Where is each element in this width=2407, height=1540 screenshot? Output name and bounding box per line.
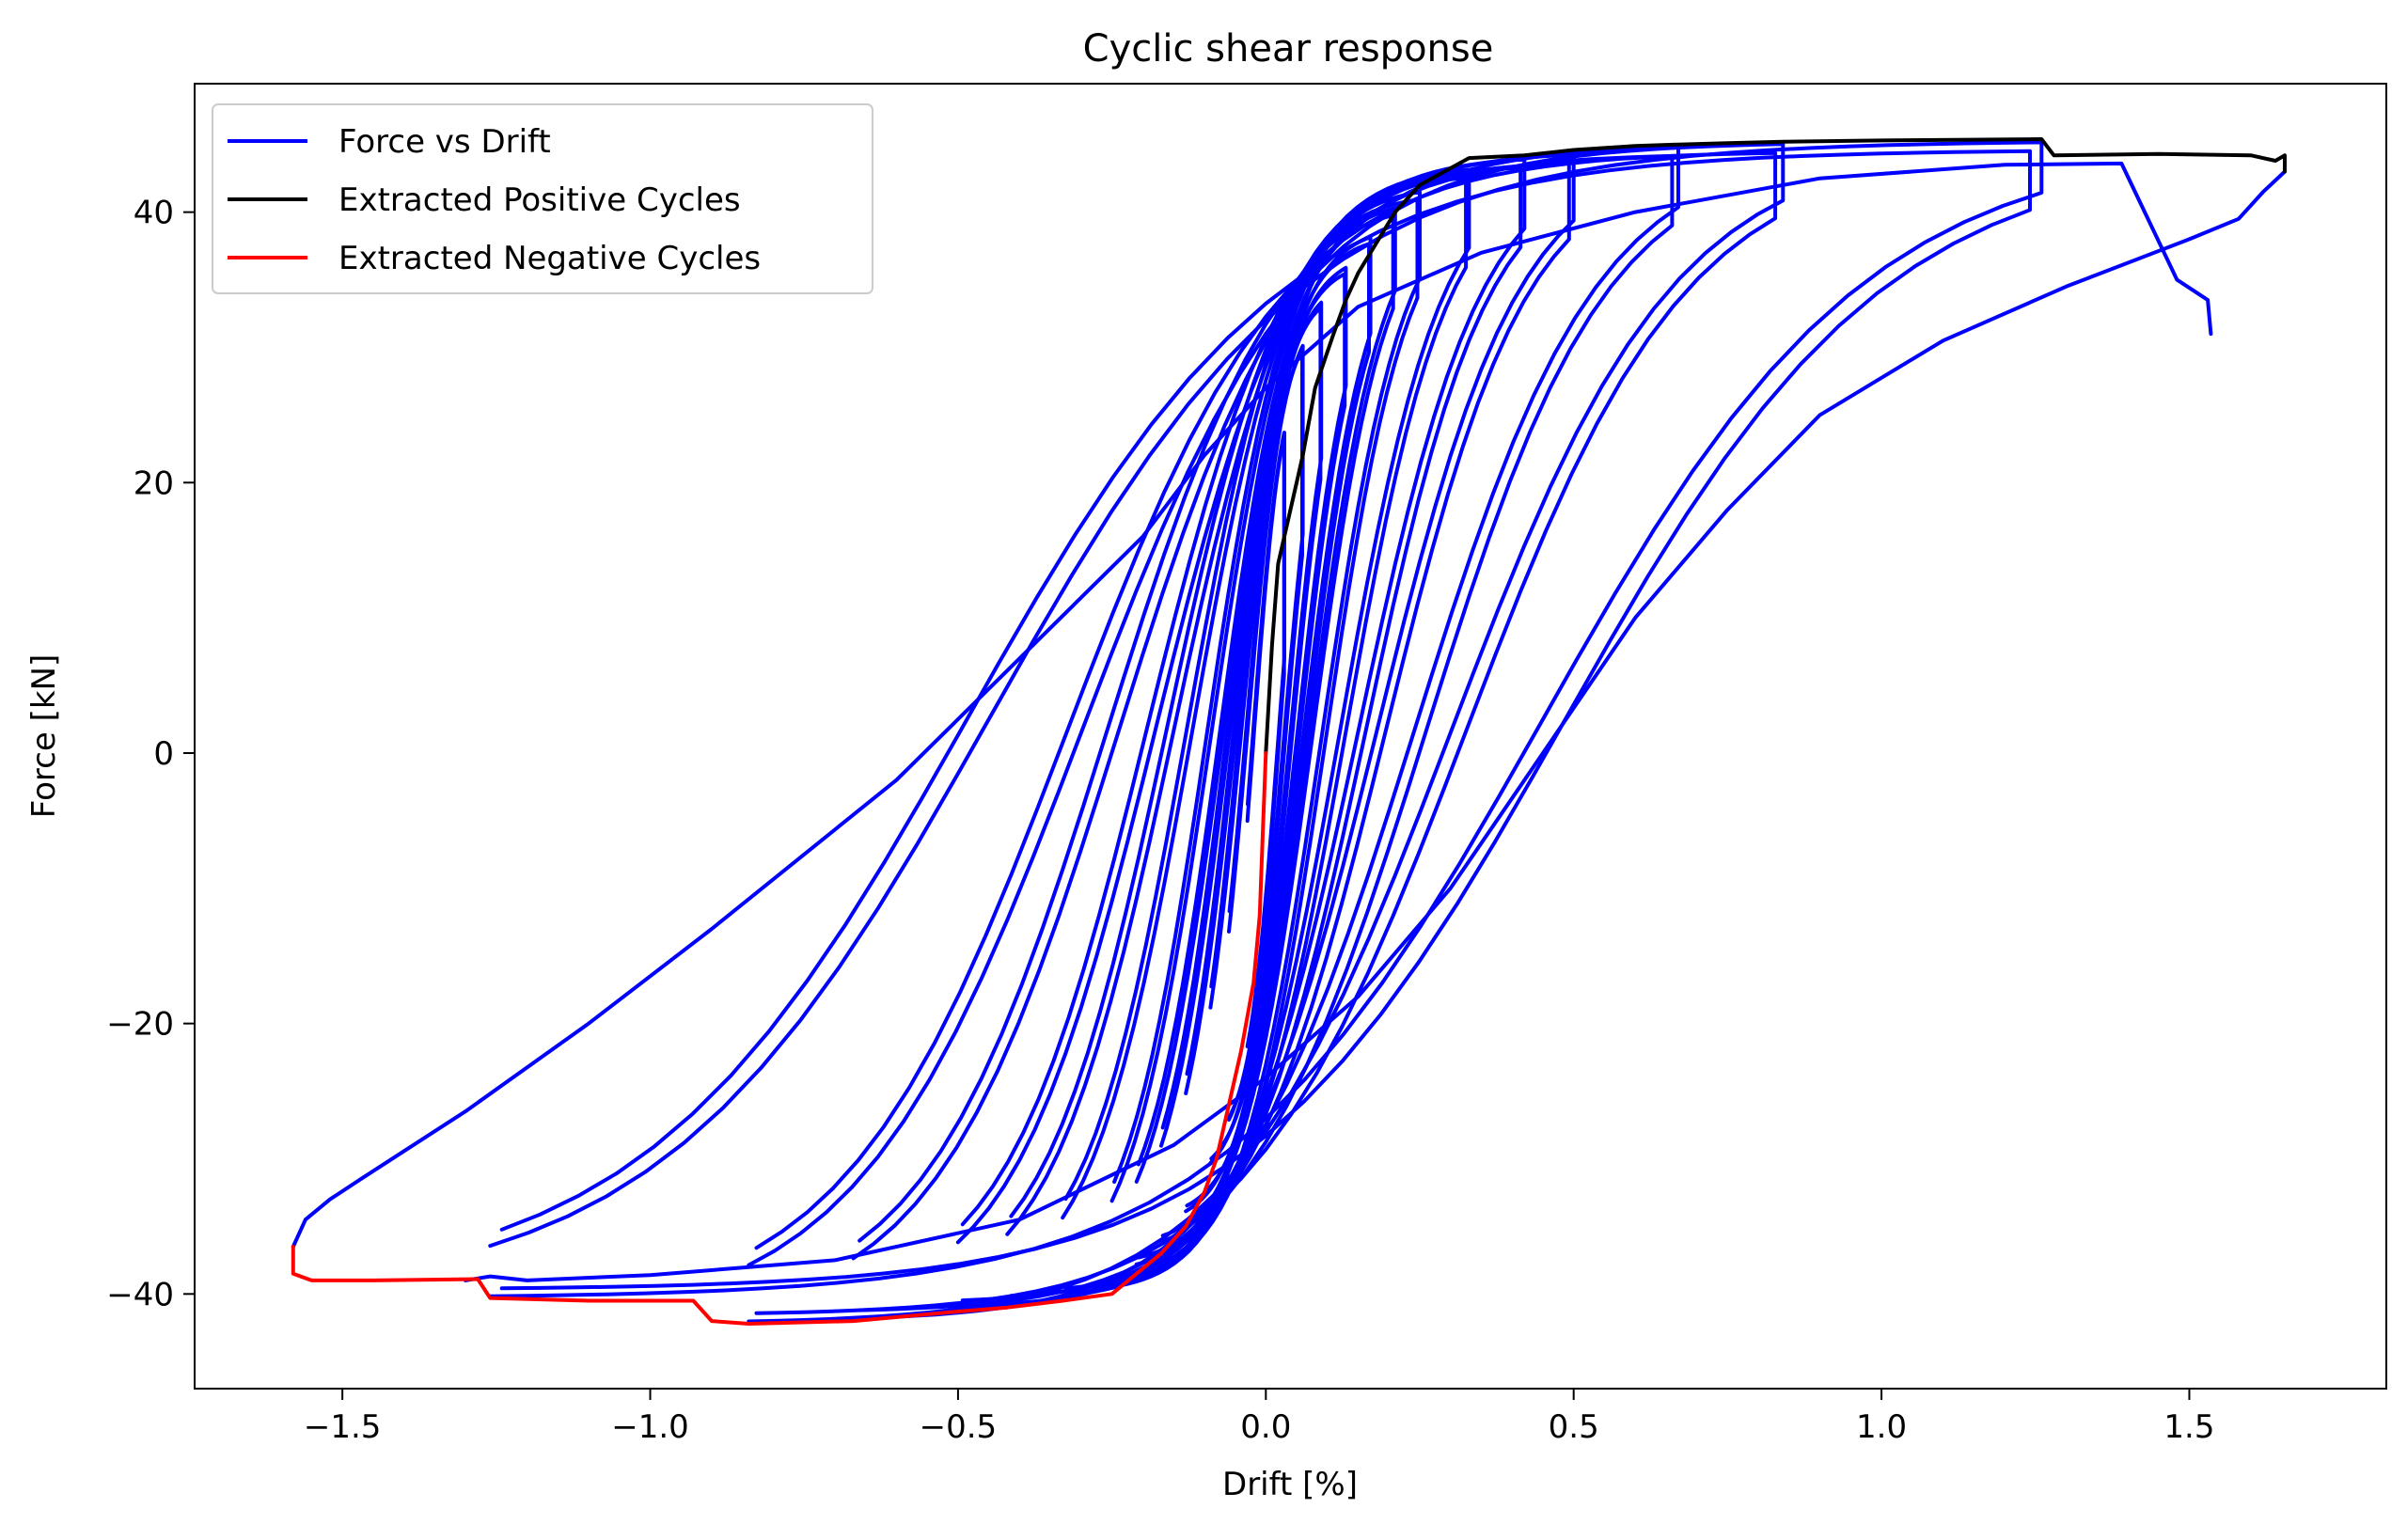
legend-label-positive-cycles: Extracted Positive Cycles	[338, 181, 741, 219]
x-tick-label: −0.5	[920, 1408, 998, 1446]
chart-title: Cyclic shear response	[1083, 27, 1494, 71]
force-drift-cycle-repeat	[960, 161, 1571, 1303]
y-tick-label: 0	[153, 735, 174, 773]
force-drift-cycle-repeat	[1009, 165, 1523, 1298]
y-axis-label: Force [kN]	[25, 654, 63, 818]
force-drift-cycle-repeat	[1209, 306, 1323, 1161]
y-tick-label: −20	[106, 1006, 174, 1044]
plot-frame-top	[194, 83, 2387, 1390]
force-drift-cycle-repeat	[857, 153, 1675, 1312]
plot-area	[194, 83, 2387, 1390]
y-tick-label: −40	[106, 1276, 174, 1313]
positive-cycles-envelope	[1264, 137, 2287, 755]
force-drift-cycle-repeat	[1063, 176, 1469, 1291]
y-tick-label: 40	[134, 195, 174, 232]
x-tick-label: −1.0	[611, 1408, 689, 1446]
x-axis-label: Drift [%]	[1222, 1466, 1358, 1503]
negative-cycles-envelope	[291, 751, 1268, 1326]
x-tick-label: 0.5	[1549, 1408, 1599, 1446]
force-drift-final-excursion	[291, 161, 2213, 1249]
series-layer	[291, 137, 2287, 1326]
x-tick-label: −1.5	[304, 1408, 382, 1446]
legend: Force vs Drift Extracted Positive Cycles…	[212, 103, 873, 294]
force-drift-cycle-repeat	[499, 149, 2032, 1291]
x-tick-label: 1.0	[1856, 1408, 1907, 1446]
y-tick-label: 20	[134, 464, 174, 502]
x-tick-label: 1.5	[2163, 1408, 2214, 1446]
legend-box	[212, 103, 873, 294]
legend-label-negative-cycles: Extracted Negative Cycles	[338, 240, 761, 277]
force-drift-cycle-repeat	[1246, 431, 1286, 1048]
x-tick-label: 0.0	[1240, 1408, 1291, 1446]
x-axis: −1.5 −1.0 −0.5 0.0 0.5 1.0 1.5	[304, 1389, 2215, 1446]
force-drift-final-return	[464, 169, 2287, 1282]
y-axis: −40 −20 0 20 40	[106, 195, 195, 1313]
legend-label-force-vs-drift: Force vs Drift	[338, 123, 551, 161]
